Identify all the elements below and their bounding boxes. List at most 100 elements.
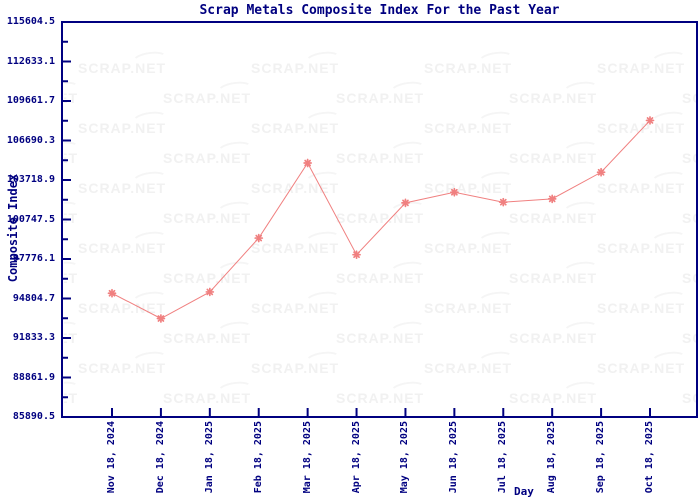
x-tick-label: Mar 18, 2025 [301, 421, 313, 494]
watermark: SCRAP.NET [336, 379, 428, 406]
watermark: SCRAP.NET [163, 79, 255, 106]
watermark: SCRAP.NET [424, 109, 516, 136]
watermark: SCRAP.NET [163, 199, 255, 226]
x-tick-label: Sep 18, 2025 [595, 421, 607, 494]
watermark: SCRAP.NET [424, 49, 516, 76]
watermark: SCRAP.NET [78, 289, 170, 316]
marker-stroke [597, 168, 605, 176]
y-tick-label: 103718.9 [6, 174, 55, 185]
x-tick-label: Apr 18, 2025 [350, 421, 362, 494]
data-point-marker [205, 287, 215, 297]
watermark: SCRAP.NET [251, 49, 343, 76]
data-point-marker [450, 187, 459, 197]
x-tick-label: Jul 18, 2025 [497, 421, 509, 494]
watermark: SCRAP.NET [424, 289, 516, 316]
watermark: SCRAP.NET [251, 169, 343, 196]
marker-stroke [304, 159, 311, 167]
watermark: SCRAP.NET [509, 319, 601, 346]
x-tick-label: Aug 18, 2025 [546, 421, 558, 494]
y-tick-label: 106690.3 [6, 134, 55, 146]
watermark: SCRAP.NET [78, 229, 170, 256]
watermark: SCRAP.NET [336, 139, 428, 166]
watermark: SCRAP.NET [163, 379, 255, 406]
data-point-marker [596, 167, 606, 177]
watermark: SCRAP.NET [336, 319, 428, 346]
x-tick-label: Oct 18, 2025 [644, 421, 655, 494]
watermark: SCRAP.NET [509, 139, 601, 166]
data-point-marker [352, 250, 361, 260]
watermark: SCRAP.NET [509, 259, 601, 286]
y-tick-label: 85890.5 [12, 411, 55, 422]
watermark: SCRAP.NET [597, 349, 689, 376]
watermark: SCRAP.NET [509, 79, 601, 106]
plot-frame [61, 21, 698, 418]
y-tick-label: 91833.3 [12, 332, 55, 343]
y-tick-label: 88861.9 [12, 371, 55, 383]
watermark: SCRAP.NET [251, 289, 343, 316]
data-point-marker [107, 288, 117, 298]
marker-stroke [353, 251, 360, 259]
watermark: SCRAP.NET [336, 199, 428, 226]
marker-stroke [402, 199, 409, 207]
data-point-marker [645, 116, 655, 125]
watermark: SCRAP.NET [336, 259, 428, 286]
y-tick-label: 97776.1 [12, 253, 55, 264]
watermark: SCRAP.NET [682, 390, 696, 406]
marker-stroke [499, 198, 507, 206]
data-point-marker [156, 314, 166, 323]
marker-stroke [108, 289, 116, 297]
watermark: SCRAP.NET [64, 199, 82, 226]
data-point-marker [254, 233, 264, 243]
marker-stroke [157, 315, 165, 322]
marker-stroke [646, 117, 654, 124]
watermark: SCRAP.NET [424, 349, 516, 376]
watermark: SCRAP.NET [597, 109, 689, 136]
y-tick-label: 100747.5 [6, 213, 55, 225]
watermark: SCRAP.NET [163, 319, 255, 346]
watermark: SCRAP.NET [78, 349, 170, 376]
x-tick-label: Jan 18, 2025 [203, 421, 215, 494]
watermark: SCRAP.NET [682, 150, 696, 166]
watermark: SCRAP.NET [336, 79, 428, 106]
watermark: SCRAP.NET [78, 169, 170, 196]
y-tick-label: 112633.1 [6, 55, 55, 67]
watermark: SCRAP.NET [509, 379, 601, 406]
marker-stroke [206, 288, 214, 296]
x-tick-label: May 18, 2025 [399, 421, 411, 494]
data-point-marker [303, 158, 312, 168]
watermark: SCRAP.NET [64, 139, 82, 166]
watermark: SCRAP.NET [424, 169, 516, 196]
watermark: SCRAP.NET [251, 109, 343, 136]
watermark: SCRAP.NET [251, 349, 343, 376]
watermark: SCRAP.NET [163, 259, 255, 286]
watermark: SCRAP.NET [597, 169, 689, 196]
watermark: SCRAP.NET [509, 199, 601, 226]
marker-stroke [548, 195, 556, 203]
watermark: SCRAP.NET [682, 270, 696, 286]
marker-stroke [255, 234, 263, 242]
x-tick-label: Jun 18, 2025 [448, 421, 460, 494]
y-tick-label: 109661.7 [6, 95, 55, 106]
watermark: SCRAP.NET [682, 90, 696, 106]
watermark: SCRAP.NET [597, 229, 689, 256]
x-tick-label: Dec 18, 2024 [154, 421, 166, 494]
watermark: SCRAP.NET [64, 379, 82, 406]
watermark: SCRAP.NET [64, 259, 82, 286]
watermark: SCRAP.NET [251, 229, 343, 256]
marker-stroke [451, 188, 458, 196]
watermark: SCRAP.NET [597, 49, 689, 76]
watermark-layer: SCRAP.NET SCRAP.NET SCRAP.NET SCRAP.NET SCRA… [64, 24, 696, 416]
x-axis-title: Day [514, 485, 534, 498]
watermark: SCRAP.NET [78, 49, 170, 76]
y-axis-title: Composite Index [6, 173, 20, 283]
watermark: SCRAP.NET [597, 289, 689, 316]
chart-title: Scrap Metals Composite Index For the Pas… [199, 3, 560, 18]
watermark: SCRAP.NET [682, 210, 696, 226]
x-tick-label: Feb 18, 2025 [252, 421, 264, 494]
data-point-marker [401, 198, 410, 208]
watermark: SCRAP.NET [682, 330, 696, 346]
watermark: SCRAP.NET [163, 139, 255, 166]
y-tick-label: 94804.7 [12, 292, 55, 304]
data-point-marker [498, 197, 508, 207]
